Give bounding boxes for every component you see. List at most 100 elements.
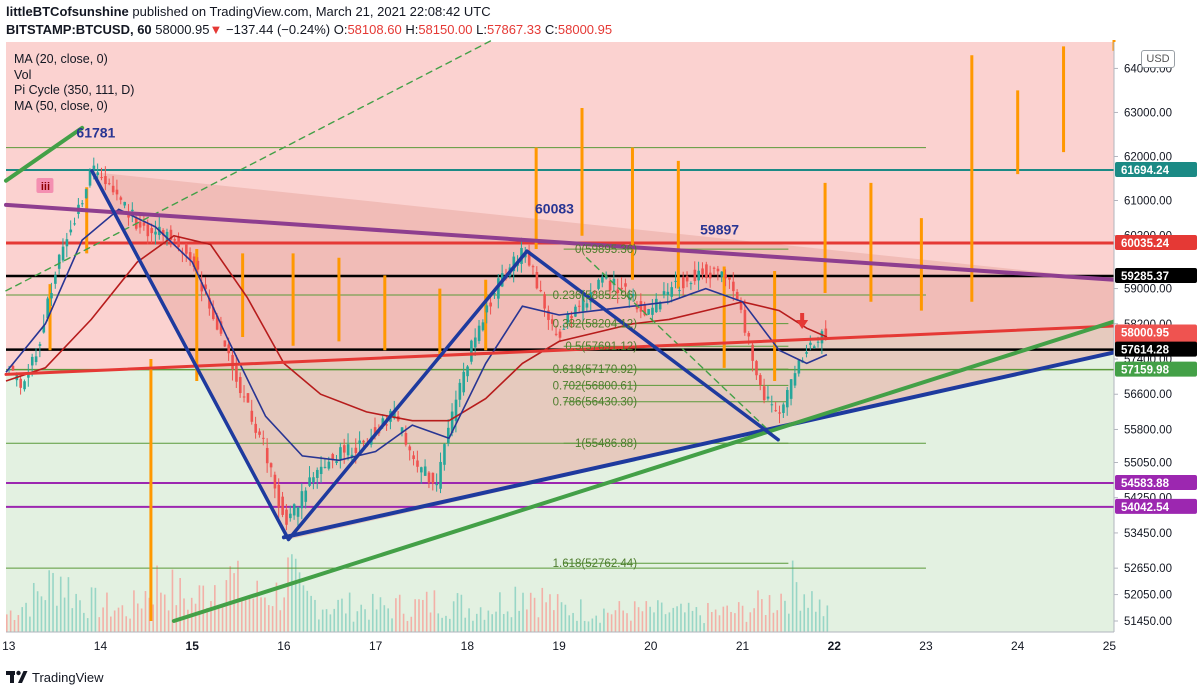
candle-body [554,333,558,335]
indicator-legend: MA (20, close, 0) Vol Pi Cycle (350, 111… [14,52,134,114]
volume-bar [90,587,93,632]
volume-bar [221,605,224,632]
symbol-name[interactable]: BITSTAMP:BTCUSD, 60 [6,22,152,37]
volume-bar [549,594,551,632]
candle-body [92,165,96,169]
volume-bar [129,618,131,632]
candle-body [485,305,489,313]
volume-bar [402,613,405,632]
volume-bar [710,612,713,632]
low-label: L: [476,22,488,37]
candle-body [681,277,685,289]
candle-body [231,355,234,370]
volume-bar [576,620,578,632]
price-label-text: 54042.54 [1121,502,1170,514]
symbol-line: BITSTAMP:BTCUSD, 60 58000.95▼ −137.44 (−… [6,22,612,37]
volume-bar [387,608,389,632]
volume-bar [610,614,613,632]
volume-bar [187,609,189,632]
candle-body [473,337,477,348]
price-label-text: 57614.28 [1121,345,1170,357]
author-name[interactable]: littleBTCofsunshine [6,4,129,19]
volume-bar [391,618,393,632]
volume-bar [302,585,305,632]
candle-body [161,230,165,236]
volume-bar [298,572,301,632]
volume-bar [541,587,544,632]
candle-body [431,472,435,484]
volume-bar [217,604,220,632]
time-tick-label: 24 [1011,639,1025,653]
volume-bar [506,611,509,632]
dashed-swing [585,257,780,442]
candle-body [774,410,778,412]
volume-bar [106,592,108,632]
candle-body [269,463,273,468]
candle-body [539,289,543,292]
volume-bar [514,586,517,632]
volume-bar [287,557,289,632]
volume-bar [291,554,293,632]
candle-body [697,270,700,281]
indicator-pi-cycle[interactable]: Pi Cycle (350, 111, D) [14,83,135,97]
indicator-ma20[interactable]: MA (20, close, 0) [14,52,108,66]
high-value: 58150.00 [418,22,473,37]
volume-bar [637,607,640,632]
candle-body [786,390,789,408]
volume-bar [341,598,343,632]
price-label-badge [1115,475,1197,491]
volume-bar [799,610,802,632]
candle-body [400,427,404,433]
candle-body [335,461,338,463]
candle-body [570,315,573,319]
volume-bar [533,597,536,632]
candle-body [728,277,731,280]
candle-body [23,381,26,390]
candle-body [177,236,180,248]
currency-label[interactable]: USD [1141,50,1175,68]
candle-body [635,304,639,310]
indicator-volume[interactable]: Vol [14,67,32,82]
candle-body [477,325,481,342]
volume-bar [560,602,563,632]
candle-body [759,375,762,386]
volume-bar [487,610,490,632]
volume-bar [144,591,147,632]
time-tick-label: 20 [644,639,658,653]
candle-body [289,513,292,519]
price-tick-label: 63000.00 [1124,107,1172,119]
indicator-ma50[interactable]: MA (50, close, 0) [14,98,108,113]
tradingview-brand[interactable]: TradingView [32,670,104,685]
volume-bar [360,604,363,632]
wedge-top-line [4,202,1116,282]
volume-bar [179,578,181,632]
volume-bar [764,615,767,632]
price-chart[interactable]: 0(59895.36) 0.236(58852.96) 0.382(58204.12… [0,40,1200,660]
candle-body [608,280,612,291]
volume-bar [102,607,104,632]
down-arrow-icon: ▼ [209,22,223,37]
volume-bar [749,612,752,632]
volume-bar [136,603,139,632]
candle-body [412,455,415,460]
price-tick-label: 53450.00 [1124,528,1172,540]
volume-bar [618,601,621,632]
volume-bar [321,609,324,632]
volume-bar [811,591,813,632]
time-axis-bg [0,632,1114,660]
price-label-text: 58000.95 [1121,328,1170,340]
candle-body [670,287,674,297]
candle-body [346,444,350,456]
volume-bar [25,602,27,632]
volume-bar [44,600,47,632]
volume-bar [649,606,651,632]
volume-bar [568,615,571,632]
price-label-badge [1115,161,1197,177]
volume-bar [537,617,540,632]
candle-body [327,461,331,469]
volume-bar [171,569,174,632]
volume-bar [71,608,74,632]
volume-bar [13,620,16,632]
candle-body [558,331,562,338]
candle-body [358,440,361,444]
